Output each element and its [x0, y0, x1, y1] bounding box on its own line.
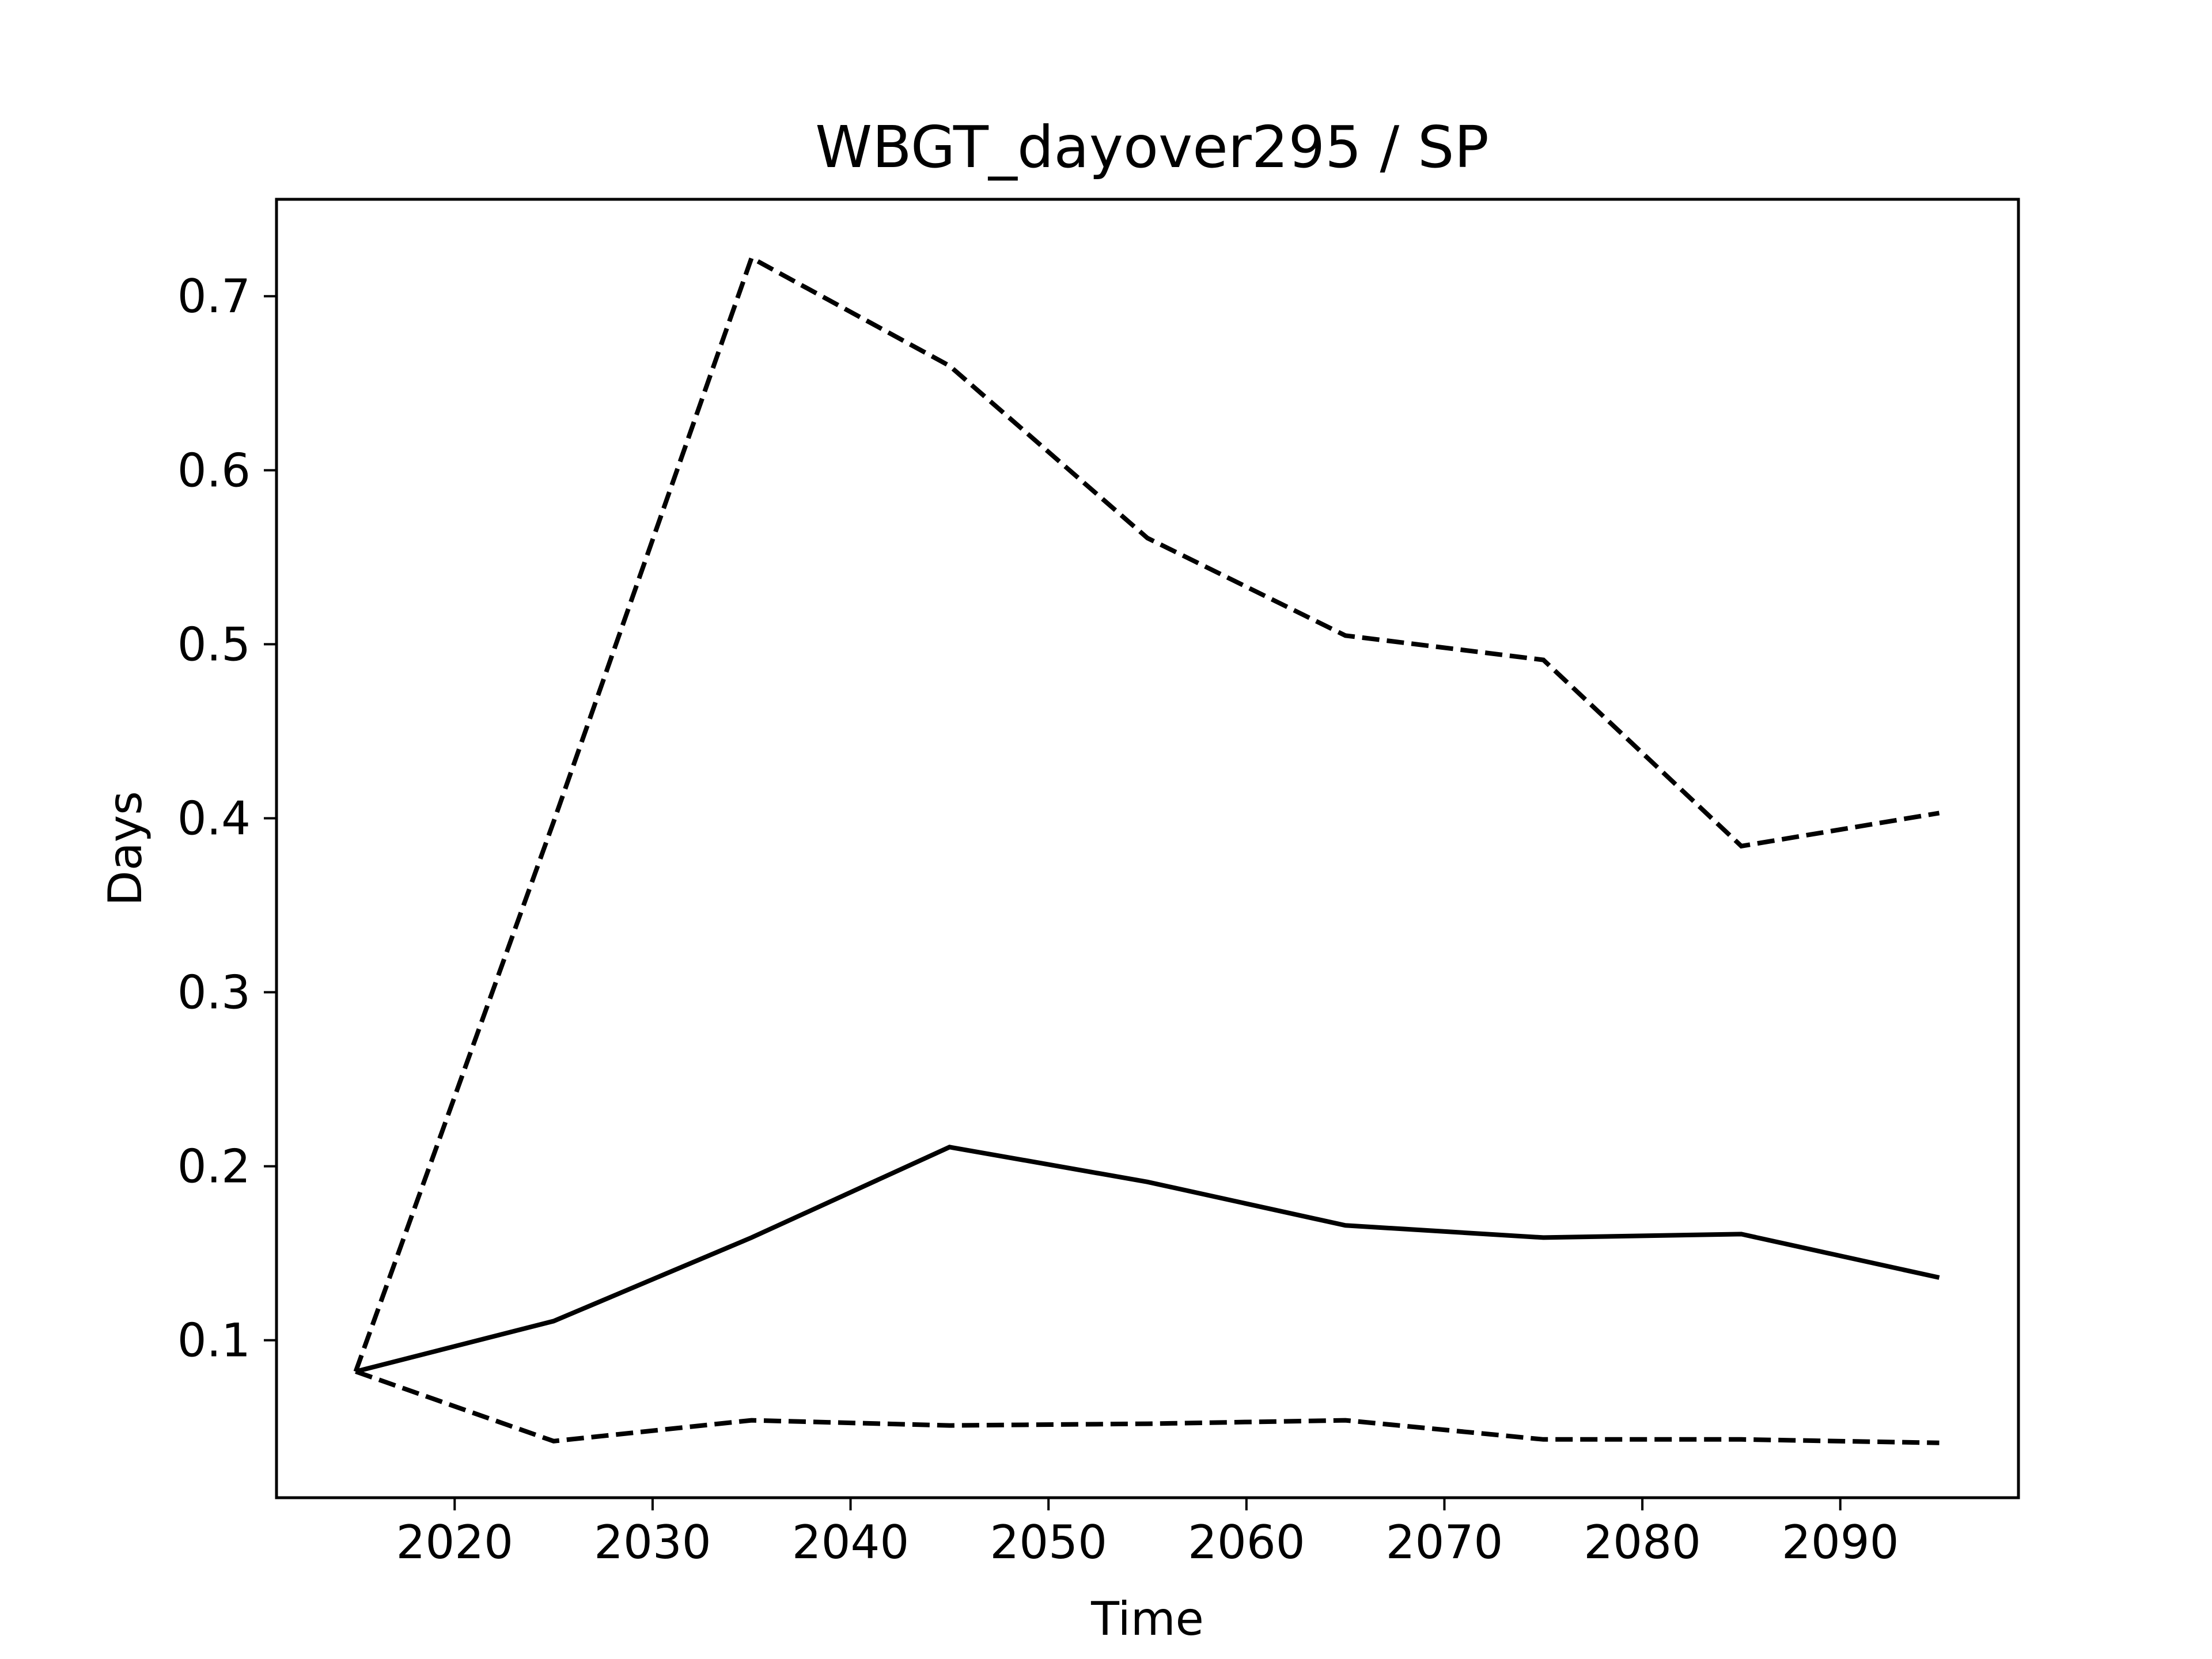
- chart-title: WBGT_dayover295 / SP: [815, 113, 1489, 181]
- x-tick-label: 2060: [1188, 1516, 1305, 1569]
- x-axis-label: Time: [1090, 1592, 1204, 1646]
- x-tick-label: 2040: [792, 1516, 910, 1569]
- x-tick-label: 2020: [396, 1516, 513, 1569]
- y-tick-label: 0.6: [177, 444, 251, 497]
- axis-ticks: 2020 2030 2040 2050 2060 2070 2080 2090 0.1 0.2 0.…: [177, 270, 1899, 1569]
- y-tick-label: 0.2: [177, 1140, 251, 1194]
- x-tick-label: 2030: [594, 1516, 711, 1569]
- x-tick-label: 2090: [1782, 1516, 1899, 1569]
- x-tick-label: 2070: [1386, 1516, 1503, 1569]
- axes-frame: [275, 198, 2020, 1499]
- y-tick-label: 0.3: [177, 966, 251, 1020]
- y-tick-label: 0.7: [177, 270, 251, 323]
- x-tick-label: 2050: [990, 1516, 1107, 1569]
- y-axis-label: Days: [99, 791, 152, 906]
- series-lines: [353, 255, 1940, 1445]
- series-line-3: [355, 1369, 1940, 1445]
- y-tick-label: 0.4: [177, 791, 251, 845]
- series-line-2: [353, 255, 1940, 1373]
- y-tick-label: 0.5: [177, 618, 251, 671]
- x-tick-label: 2080: [1584, 1516, 1701, 1569]
- series-line-1: [355, 1145, 1940, 1374]
- y-tick-label: 0.1: [177, 1314, 251, 1368]
